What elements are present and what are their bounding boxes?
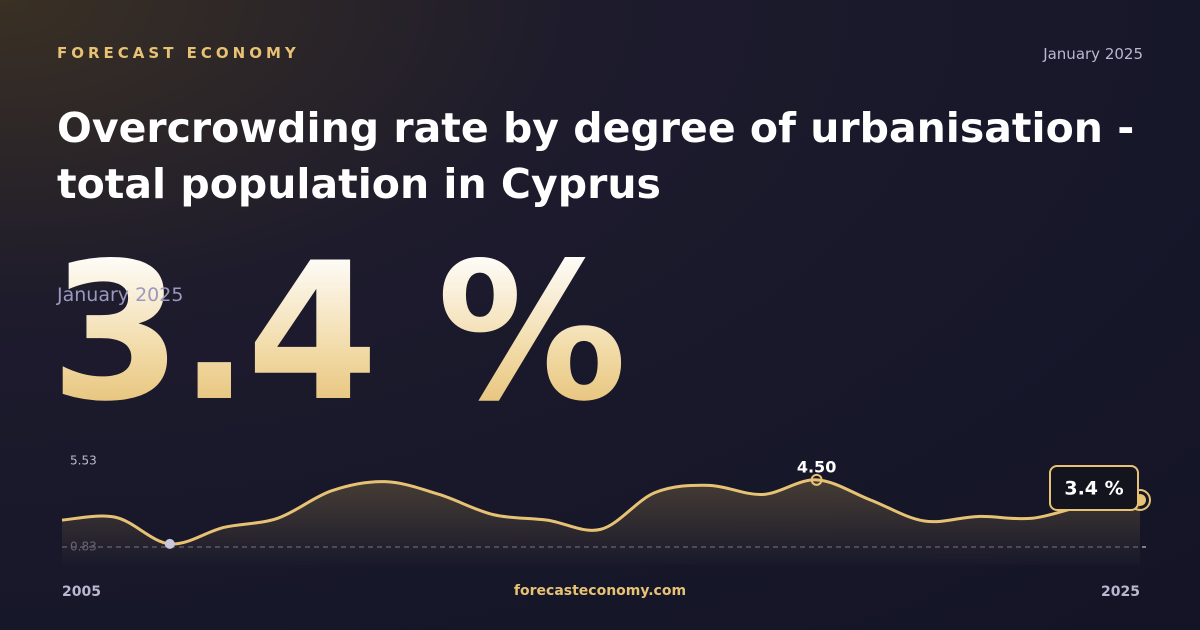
area bbox=[62, 479, 1140, 565]
end-label-box bbox=[1049, 464, 1139, 511]
x-tick-label: 2005 bbox=[62, 584, 101, 600]
annotation-marker bbox=[810, 473, 823, 486]
headline-date: January 2025 bbox=[57, 284, 184, 306]
site: forecasteconomy.com bbox=[513, 583, 687, 599]
line bbox=[61, 478, 1141, 546]
end-label: 3.4 % bbox=[1064, 477, 1123, 499]
annotation-label: 4.50 bbox=[797, 457, 836, 476]
headline-value: 3.4 % bbox=[50, 222, 627, 443]
y-tick-label: 5.53 bbox=[70, 454, 97, 468]
brand: FORECAST ECONOMY bbox=[57, 44, 300, 62]
min-marker bbox=[164, 538, 175, 549]
date: January 2025 bbox=[1043, 45, 1143, 63]
chart-title: Overcrowding rate by degree of urbanisat… bbox=[57, 104, 1135, 208]
x-tick-label: 2025 bbox=[1101, 584, 1140, 600]
